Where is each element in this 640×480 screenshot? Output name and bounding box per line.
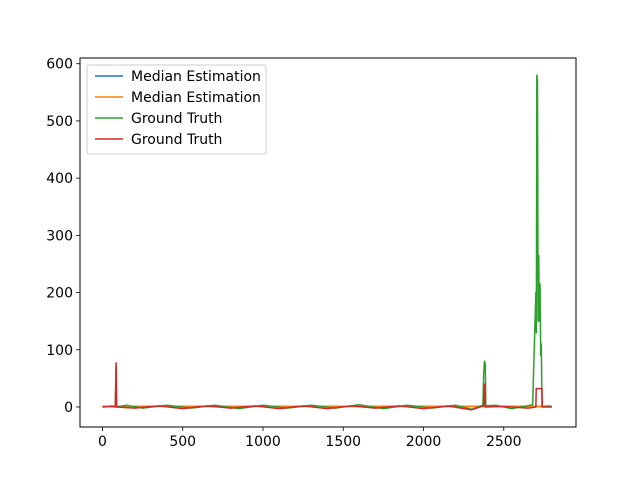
legend-box xyxy=(86,64,267,155)
x-axis: 0 500 1000 1500 2000 2500 xyxy=(98,427,522,450)
legend: Median Estimation Median Estimation Ground… xyxy=(86,64,267,155)
x-tick-label: 2500 xyxy=(486,434,522,450)
legend-label: Ground Truth xyxy=(131,132,222,148)
x-tick-label: 500 xyxy=(169,434,196,450)
y-tick-label: 400 xyxy=(46,171,73,187)
legend-label: Median Estimation xyxy=(131,90,261,106)
y-tick-label: 300 xyxy=(46,228,73,244)
y-tick-label: 500 xyxy=(46,114,73,130)
legend-label: Ground Truth xyxy=(131,111,222,127)
y-tick-label: 100 xyxy=(46,343,73,359)
x-tick-label: 2000 xyxy=(406,434,442,450)
y-tick-label: 600 xyxy=(46,57,73,73)
y-tick-label: 0 xyxy=(64,400,73,416)
y-axis: 0 100 200 300 400 500 600 xyxy=(46,57,80,416)
x-tick-label: 1500 xyxy=(325,434,361,450)
plot-area-frame xyxy=(79,57,577,428)
x-tick-label: 0 xyxy=(98,434,107,450)
plot-lines xyxy=(102,74,553,411)
legend-label: Median Estimation xyxy=(131,69,261,85)
y-tick-label: 200 xyxy=(46,286,73,302)
series-line-4 xyxy=(102,362,552,411)
x-tick-label: 1000 xyxy=(245,434,281,450)
